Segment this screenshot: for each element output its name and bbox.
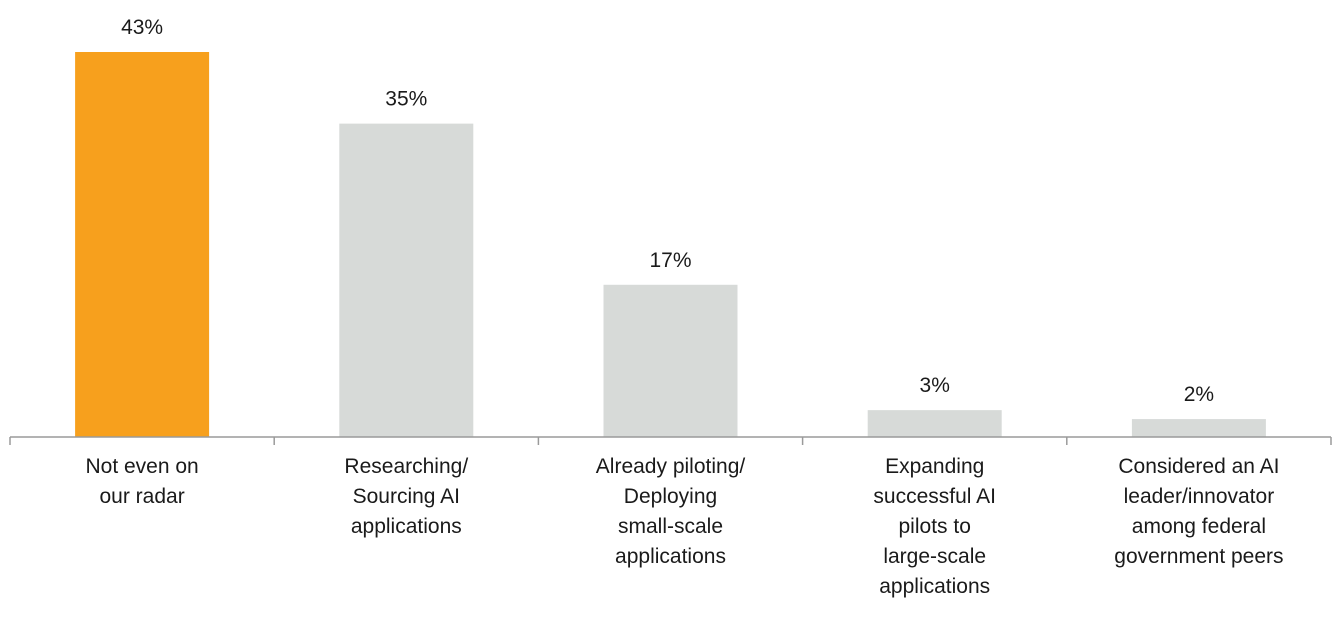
- x-tick-label: Researching/Sourcing AI applications: [344, 455, 468, 538]
- bar: [75, 52, 210, 437]
- x-tick-label-line: applications: [615, 545, 726, 568]
- x-tick-label-line: applications: [879, 575, 990, 598]
- x-tick-label-line: leader/innovator: [1124, 485, 1275, 508]
- x-tick-label-line: our radar: [99, 485, 184, 508]
- x-tick-label-line: pilots to: [899, 515, 971, 538]
- value-label: 43%: [121, 16, 163, 39]
- bar: [1131, 419, 1266, 437]
- x-tick-label-line: Deploying: [624, 485, 717, 508]
- x-tick-label-line: Considered an AI: [1118, 455, 1279, 478]
- x-tick-label-line: small-scale: [618, 515, 723, 538]
- value-label: 2%: [1184, 383, 1214, 406]
- x-tick-label-line: Sourcing AI: [353, 485, 460, 508]
- bar: [867, 410, 1002, 437]
- x-tick-label: Considered an AI leader/innovator among fe…: [1114, 455, 1283, 568]
- value-label: 35%: [385, 88, 427, 111]
- x-tick-label-line: successful AI: [873, 485, 996, 508]
- x-tick-label-line: Not even on: [85, 455, 198, 478]
- x-tick-label-line: applications: [351, 515, 462, 538]
- x-tick-label-line: government peers: [1114, 545, 1283, 568]
- x-tick-label-line: Already piloting/: [596, 455, 746, 478]
- value-label: 17%: [649, 249, 691, 272]
- x-tick-label-line: among federal: [1132, 515, 1266, 538]
- bar: [603, 284, 738, 437]
- x-tick-label-line: large-scale: [883, 545, 986, 568]
- x-tick-label: Already piloting/Deploying small-scale app…: [596, 455, 746, 568]
- x-tick-label: Expanding successful AI pilots to large-sca…: [873, 455, 996, 598]
- x-tick-label-line: Expanding: [885, 455, 984, 478]
- x-tick-label-line: Researching/: [344, 455, 468, 478]
- x-tick-label: Not even on our radar: [85, 455, 198, 508]
- value-label: 3%: [920, 374, 950, 397]
- bar: [339, 123, 474, 438]
